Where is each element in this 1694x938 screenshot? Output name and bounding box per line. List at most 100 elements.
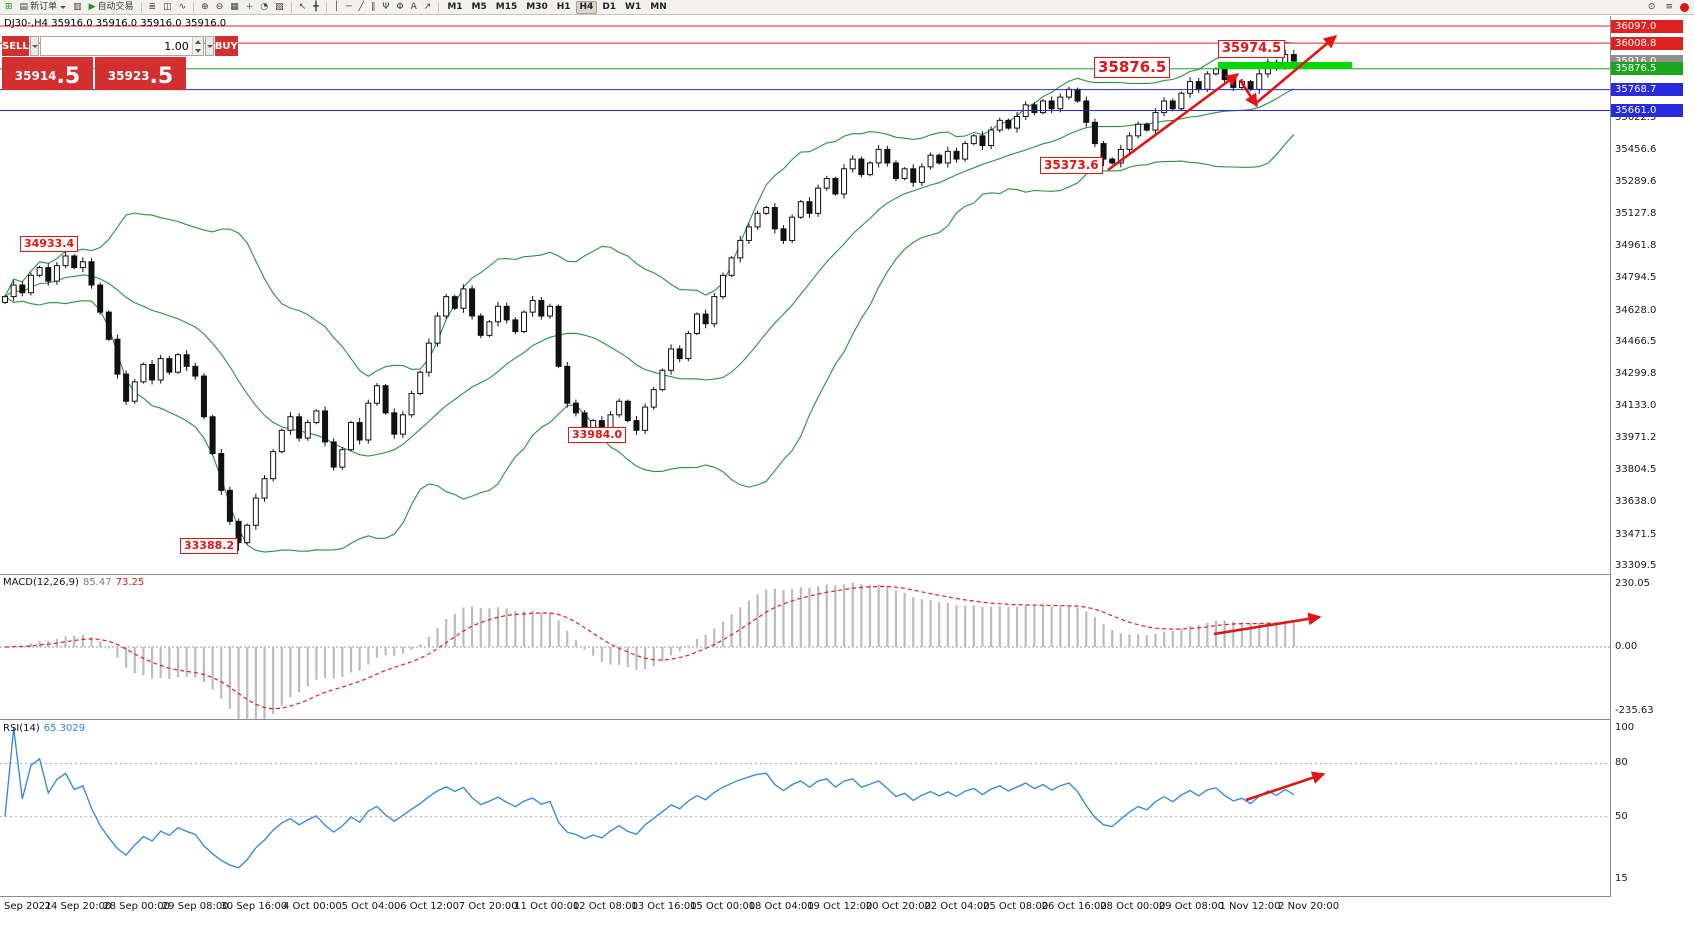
price-axis-label: 34628.0 — [1615, 304, 1657, 316]
macd-main-value: 85.47 — [82, 577, 112, 588]
main-chart[interactable] — [0, 16, 1610, 574]
chart-symbol-ohlc: DJ30-,H4 35916.0 35916.0 35916.0 35916.0 — [4, 18, 227, 29]
templates-icon[interactable]: ▨ — [275, 2, 284, 12]
rsi-axis-label: 50 — [1615, 810, 1628, 822]
price-axis[interactable]: 35622.5 35456.6 35289.6 35127.8 34961.8 34794… — [1611, 0, 1694, 938]
volume-stepper — [191, 37, 203, 55]
bar-chart-icon[interactable]: ≣ — [148, 2, 157, 12]
price-axis-label: 35127.8 — [1615, 207, 1657, 219]
timeframe-button-m1[interactable]: M1 — [447, 2, 463, 12]
macd-name: MACD(12,26,9) — [3, 577, 79, 588]
time-axis-label: 1 Nov 12:00 — [1219, 901, 1281, 912]
timeframe-button-h1[interactable]: H1 — [556, 2, 571, 12]
indicators-icon[interactable]: + — [245, 2, 254, 12]
price-tag: 36008.8 — [1611, 36, 1683, 50]
new-order-button[interactable]: ▤ 新订单 — [17, 1, 70, 14]
axis-divider — [1610, 16, 1611, 896]
pitchfork-icon[interactable]: Ψ — [382, 2, 390, 12]
price-label-annotation[interactable]: 33984.0 — [568, 427, 627, 443]
panel-divider[interactable] — [0, 896, 1694, 897]
channel-icon[interactable]: ∥ — [370, 2, 376, 12]
price-axis-label: 34961.8 — [1615, 239, 1657, 251]
order-options-caret[interactable] — [29, 36, 39, 56]
trendline-icon[interactable]: ╱ — [358, 2, 364, 12]
candlestick-icon[interactable]: ◫ — [163, 2, 172, 12]
macd-indicator-label: MACD(12,26,9) 85.47 73.25 — [3, 577, 144, 588]
buy-price-main: 35923 — [107, 69, 150, 83]
new-chart-icon[interactable]: ⊞ — [5, 2, 13, 12]
macd-panel[interactable] — [0, 575, 1610, 719]
price-label-annotation[interactable]: 35974.5 — [1218, 40, 1286, 59]
auto-trading-button[interactable]: ▶ 自动交易 — [88, 2, 134, 12]
timeframe-button-h4[interactable]: H4 — [575, 0, 598, 14]
panel-divider[interactable] — [0, 719, 1694, 720]
rsi-value: 65.3029 — [43, 723, 86, 734]
sell-button[interactable]: SELL — [2, 36, 29, 56]
price-axis-label: 34299.8 — [1615, 368, 1657, 380]
zoom-in-icon[interactable]: ⊕ — [201, 2, 209, 12]
crosshair-icon[interactable]: ╋ — [313, 2, 319, 12]
price-axis-label: 34133.0 — [1615, 400, 1657, 412]
rsi-name: RSI(14) — [3, 723, 40, 734]
price-axis-label: 33804.5 — [1615, 464, 1657, 476]
price-label-annotation[interactable]: 35373.6 — [1040, 157, 1103, 174]
macd-momentum-arrow[interactable] — [1213, 612, 1322, 636]
horizontal-line-icon[interactable]: ─ — [346, 2, 352, 12]
price-axis-label: 33971.2 — [1615, 431, 1657, 443]
timeframe-button-d1[interactable]: D1 — [602, 2, 617, 12]
trend-up-arrow-2[interactable] — [1254, 35, 1337, 105]
periods-icon[interactable]: ◔ — [260, 2, 269, 12]
buy-button[interactable]: BUY — [214, 36, 238, 56]
text-icon[interactable]: A — [410, 2, 417, 12]
timeframe-button-mn[interactable]: MN — [650, 2, 667, 12]
search-icon[interactable]: ⊙ — [1647, 2, 1656, 12]
cursor-icon[interactable]: ↖ — [298, 2, 307, 12]
toolbar-separator — [325, 1, 327, 13]
timeframe-button-m30[interactable]: M30 — [526, 2, 548, 12]
trend-up-arrow-1[interactable] — [1107, 72, 1240, 172]
rsi-momentum-arrow[interactable] — [1245, 771, 1326, 802]
time-axis-label: 13 Oct 16:00 — [631, 901, 697, 912]
macd-signal-line — [4, 585, 1294, 710]
fibonacci-icon[interactable]: Φ — [396, 2, 404, 12]
highlight-zone[interactable] — [1218, 62, 1352, 70]
chart-profile-icon[interactable]: ▥ — [73, 2, 82, 12]
menu-icon[interactable]: ≡ — [1665, 2, 1673, 12]
volume-input[interactable] — [40, 37, 192, 55]
timeframe-button-m5[interactable]: M5 — [471, 2, 487, 12]
tile-windows-icon[interactable]: ▦ — [230, 2, 239, 12]
line-chart-icon[interactable]: ∿ — [178, 2, 187, 12]
pullback-arrow[interactable] — [1238, 79, 1259, 108]
time-axis-label: 22 Oct 04:00 — [924, 901, 990, 912]
price-label-annotation[interactable]: 35876.5 — [1094, 57, 1171, 78]
notification-badge[interactable] — [1680, 2, 1689, 12]
time-axis-label: 20 Oct 20:00 — [865, 901, 931, 912]
price-axis-label: 33309.5 — [1615, 560, 1657, 571]
zoom-out-icon[interactable]: ⊖ — [215, 2, 224, 12]
buy-price-display[interactable]: 35923.5 — [95, 57, 186, 90]
vertical-line-icon[interactable]: │ — [333, 2, 340, 12]
panel-divider[interactable] — [0, 574, 1694, 575]
buy-options-caret[interactable] — [204, 36, 214, 56]
price-axis-label: 34466.5 — [1615, 335, 1657, 347]
sell-price-display[interactable]: 35914.5 — [2, 57, 93, 90]
rsi-panel[interactable] — [0, 721, 1610, 896]
arrow-tool-icon[interactable]: ↗ — [423, 2, 432, 12]
timeframe-button-w1[interactable]: W1 — [625, 2, 642, 12]
time-axis-label: 15 Oct 00:00 — [689, 901, 756, 912]
time-axis[interactable]: Sep 2021 24 Sep 20:00 28 Sep 00:00 29 Sep 0… — [0, 899, 1694, 919]
time-axis-label: 28 Sep 00:00 — [103, 901, 170, 912]
time-axis-label: 2 Nov 20:00 — [1278, 901, 1340, 912]
timeframe-button-m15[interactable]: M15 — [495, 2, 518, 12]
time-axis-label: 5 Oct 04:00 — [341, 901, 401, 912]
volume-increase-button[interactable] — [192, 37, 203, 46]
time-axis-label: 24 Sep 20:00 — [44, 901, 112, 912]
price-label-annotation[interactable]: 34933.4 — [20, 236, 79, 252]
time-axis-label: 28 Oct 00:00 — [1100, 901, 1166, 912]
time-axis-label: Sep 2021 — [4, 901, 52, 912]
price-label-annotation[interactable]: 33388.2 — [180, 538, 239, 554]
chevron-down-icon — [206, 44, 213, 48]
macd-axis-label: 230.05 — [1615, 578, 1650, 590]
volume-decrease-button[interactable] — [192, 46, 203, 55]
rsi-axis-label: 80 — [1615, 757, 1628, 769]
